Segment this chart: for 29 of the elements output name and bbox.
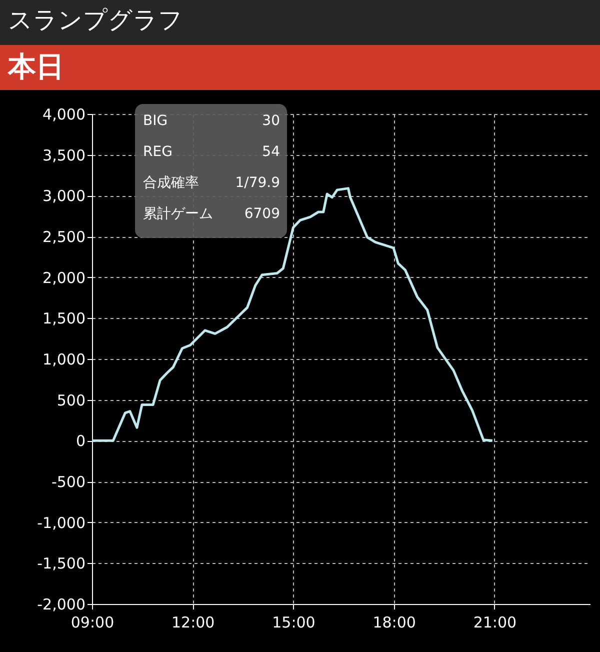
chart-title: スランプグラフ xyxy=(8,6,183,34)
y-tick-label: 500 xyxy=(56,391,86,410)
y-tick-label: -2,000 xyxy=(37,596,86,614)
x-tick-label: 21:00 xyxy=(473,614,517,632)
y-tick-label: 3,500 xyxy=(42,146,86,164)
annotation: 1/79.9 xyxy=(235,175,280,191)
x-tick-label: 18:00 xyxy=(372,614,416,632)
y-tick-label: -1,000 xyxy=(37,514,86,532)
annotation: BIG xyxy=(143,113,168,129)
y-tick-label: 3,000 xyxy=(42,187,86,206)
x-tick-label: 09:00 xyxy=(70,614,114,632)
annotation: 30 xyxy=(262,113,280,129)
y-tick-label: 2,500 xyxy=(42,228,86,246)
chart-subtitle: 本日 xyxy=(7,50,64,83)
y-tick-label: 4,000 xyxy=(42,106,86,124)
annotation: 合成確率 xyxy=(143,175,199,191)
annotation: REG xyxy=(143,144,172,160)
y-tick-label: 1,000 xyxy=(42,350,86,368)
annotation: 累計ゲーム xyxy=(143,206,213,222)
annotation: 54 xyxy=(262,144,280,160)
y-tick-label: -500 xyxy=(51,473,86,491)
y-tick-label: 0 xyxy=(76,432,86,450)
y-tick-label: 1,500 xyxy=(42,310,86,328)
x-tick-label: 12:00 xyxy=(171,614,215,632)
y-tick-label: -1,500 xyxy=(37,554,86,573)
line-series xyxy=(90,187,494,442)
x-tick-label: 15:00 xyxy=(272,614,316,632)
y-tick-label: 2,000 xyxy=(42,268,86,287)
annotation: 6709 xyxy=(244,206,280,222)
